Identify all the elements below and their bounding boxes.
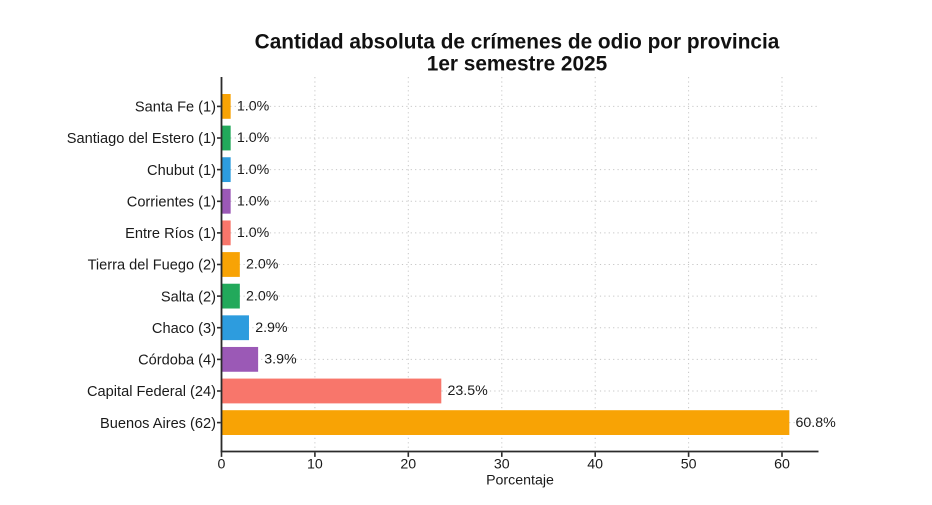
svg-text:2.9%: 2.9% <box>255 320 288 336</box>
svg-text:Tierra del Fuego (2): Tierra del Fuego (2) <box>88 258 216 274</box>
svg-text:Chubut (1): Chubut (1) <box>147 163 216 179</box>
svg-text:50: 50 <box>681 456 697 472</box>
svg-text:Porcentaje: Porcentaje <box>486 473 554 489</box>
svg-text:Buenos Aires (62): Buenos Aires (62) <box>100 416 216 432</box>
svg-text:Chaco (3): Chaco (3) <box>152 321 216 337</box>
svg-text:20: 20 <box>400 456 416 472</box>
svg-text:23.5%: 23.5% <box>448 383 489 399</box>
svg-text:1.0%: 1.0% <box>237 162 270 178</box>
svg-text:0: 0 <box>218 456 226 472</box>
svg-text:60: 60 <box>774 456 790 472</box>
svg-text:2.0%: 2.0% <box>246 257 279 273</box>
svg-text:1.0%: 1.0% <box>237 130 270 146</box>
svg-text:60.8%: 60.8% <box>796 415 837 431</box>
svg-text:Entre Ríos (1): Entre Ríos (1) <box>125 226 216 242</box>
svg-text:30: 30 <box>494 456 510 472</box>
svg-text:1.0%: 1.0% <box>237 99 270 115</box>
svg-text:3.9%: 3.9% <box>264 352 297 368</box>
svg-text:Corrientes (1): Corrientes (1) <box>127 195 216 211</box>
svg-text:Capital Federal (24): Capital Federal (24) <box>87 384 216 400</box>
svg-text:Santiago del Estero (1): Santiago del Estero (1) <box>67 131 216 147</box>
svg-text:Cantidad absoluta de crímenes: Cantidad absoluta de crímenes de odio po… <box>255 31 780 54</box>
svg-text:Salta (2): Salta (2) <box>161 289 216 305</box>
svg-text:1.0%: 1.0% <box>237 194 270 210</box>
svg-text:40: 40 <box>587 456 603 472</box>
svg-text:2.0%: 2.0% <box>246 288 279 304</box>
svg-text:1.0%: 1.0% <box>237 225 270 241</box>
svg-text:1er semestre 2025: 1er semestre 2025 <box>427 53 607 76</box>
svg-text:Córdoba (4): Córdoba (4) <box>138 353 216 369</box>
svg-text:Santa Fe (1): Santa Fe (1) <box>135 100 216 116</box>
svg-text:10: 10 <box>307 456 323 472</box>
